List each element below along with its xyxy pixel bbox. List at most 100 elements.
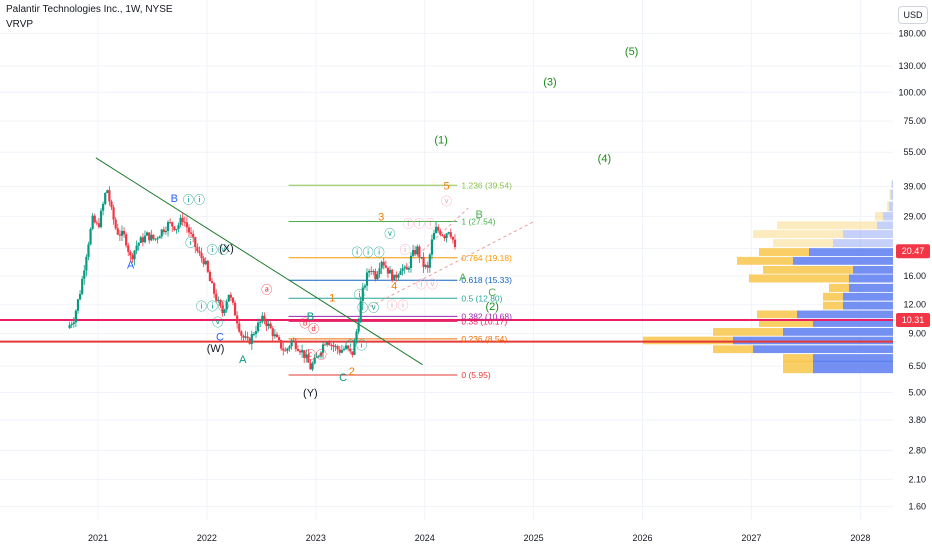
fib-level-label: 0.236 (8.54)	[461, 334, 507, 344]
candle-body	[74, 310, 77, 323]
candle-body	[365, 272, 369, 286]
candle-body	[305, 354, 308, 358]
wave-label: ⓒ	[305, 349, 316, 362]
profile-bar-down	[813, 354, 893, 362]
profile-bar-down	[843, 230, 893, 238]
y-tick-label: 16.00	[903, 271, 926, 281]
candle-body	[175, 229, 178, 231]
candle-body	[81, 278, 84, 294]
candle-body	[284, 350, 287, 352]
candles	[68, 186, 457, 372]
currency-button[interactable]: USD	[898, 6, 928, 24]
candle-body	[217, 299, 220, 301]
candle-body	[328, 342, 331, 346]
candle-body	[240, 331, 243, 336]
candle-body	[146, 232, 149, 236]
candle-body	[164, 230, 168, 233]
candle-body	[443, 235, 446, 239]
candle-body	[148, 232, 151, 241]
profile-bar-up	[777, 221, 877, 230]
candle-body	[78, 293, 82, 300]
wave-label: ⓘⓘ	[345, 339, 367, 352]
price-axis[interactable]: 1.602.102.803.805.006.509.0012.0016.0021…	[898, 28, 926, 511]
channel-upper-line	[404, 207, 469, 268]
wave-label: ⓥ	[384, 227, 395, 240]
profile-bar-down	[797, 310, 893, 319]
candle-body	[334, 346, 337, 348]
candle-body	[353, 340, 356, 355]
candle-body	[307, 354, 310, 363]
fib-level-label: 0.5 (12.80)	[461, 293, 502, 303]
candle-body	[311, 363, 314, 370]
price-badge	[896, 244, 930, 259]
candle-body	[282, 348, 285, 351]
candle-body	[248, 338, 251, 344]
candle-body	[192, 233, 195, 238]
candle-body	[89, 228, 92, 245]
candle-body	[225, 301, 228, 310]
wave-label: B	[171, 193, 178, 205]
candle-body	[378, 268, 381, 275]
candle-body	[181, 217, 184, 222]
profile-bar-up	[823, 292, 843, 301]
profile-bar-down	[783, 328, 893, 336]
wave-label: ⓥ	[212, 316, 223, 329]
wave-label: C	[216, 331, 224, 343]
fib-level-label: 0.382 (10.68)	[461, 311, 512, 321]
candle-body	[309, 362, 312, 370]
time-axis[interactable]: 2021 2022 2023 2024 2025 2026 2027 2028	[88, 533, 870, 543]
profile-bar-down	[890, 189, 893, 200]
candle-body	[219, 299, 222, 307]
candle-body	[441, 234, 444, 236]
indicator-label[interactable]: VRVP	[6, 19, 34, 30]
candle-body	[154, 238, 157, 240]
candle-body	[104, 193, 107, 204]
wave-label: 3	[378, 212, 384, 224]
candle-body	[129, 251, 132, 256]
candle-body	[292, 340, 295, 342]
wave-label: A	[459, 272, 467, 284]
candle-body	[357, 322, 360, 332]
candle-body	[125, 234, 128, 246]
candle-body	[380, 261, 383, 269]
candle-body	[141, 237, 145, 243]
candle-body	[158, 236, 161, 239]
profile-bar-up	[749, 274, 849, 283]
price-badge	[896, 312, 930, 327]
candle-body	[418, 246, 421, 258]
y-tick-label: 6.50	[908, 361, 926, 371]
fib-level-label: 1 (27.54)	[461, 217, 495, 227]
candle-body	[391, 269, 394, 281]
candle-body	[399, 271, 402, 275]
fib-level-label: 0.764 (19.18)	[461, 253, 512, 263]
candle-body	[267, 323, 270, 327]
candle-body	[259, 321, 262, 323]
downtrend-line	[95, 157, 423, 366]
trend-lines	[95, 157, 534, 366]
candle-body	[116, 228, 119, 235]
candle-body	[449, 232, 452, 237]
x-tick-label: 2022	[197, 533, 217, 543]
candle-body	[179, 217, 182, 225]
profile-bar-up	[737, 256, 793, 265]
candle-body	[416, 246, 419, 255]
x-tick-label: 2021	[88, 533, 108, 543]
candle-body	[118, 234, 121, 236]
profile-bar-down	[853, 265, 893, 274]
candle-body	[420, 257, 423, 259]
candle-body	[424, 265, 427, 267]
price-badges: 20.47 10.31	[896, 244, 930, 327]
wave-label: C	[339, 372, 347, 384]
y-tick-label: 130.00	[898, 61, 926, 71]
candle-body	[384, 265, 387, 268]
profile-bar-up	[763, 265, 853, 274]
candle-body	[99, 210, 103, 228]
candle-body	[194, 237, 197, 248]
wave-label: ⓘⓘ	[386, 299, 408, 312]
candle-body	[340, 350, 343, 353]
candle-body	[386, 267, 390, 274]
candle-body	[185, 222, 188, 228]
candle-body	[411, 250, 415, 256]
wave-label: B	[307, 311, 314, 323]
